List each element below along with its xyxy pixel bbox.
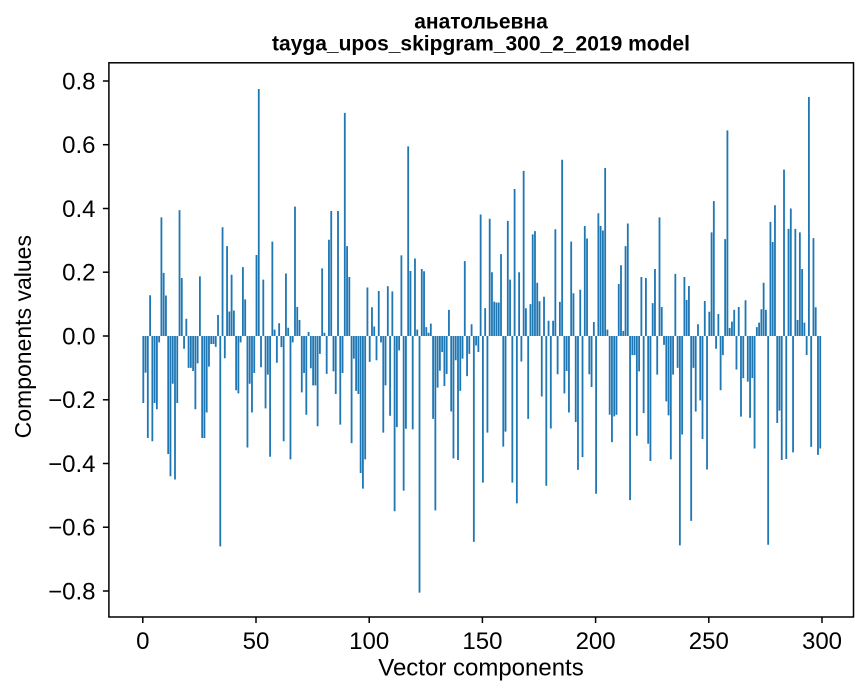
svg-text:Vector components: Vector components (378, 655, 583, 682)
svg-text:tayga_upos_skipgram_300_2_2019: tayga_upos_skipgram_300_2_2019 model (272, 33, 690, 56)
svg-text:0.0: 0.0 (62, 323, 95, 350)
svg-text:−0.2: −0.2 (48, 387, 95, 414)
svg-text:150: 150 (462, 628, 502, 655)
svg-text:250: 250 (689, 628, 729, 655)
svg-text:0.4: 0.4 (62, 196, 95, 223)
svg-text:−0.8: −0.8 (48, 578, 95, 605)
svg-text:0.8: 0.8 (62, 68, 95, 95)
svg-text:0: 0 (136, 628, 149, 655)
svg-text:−0.6: −0.6 (48, 515, 95, 542)
svg-text:Components values: Components values (10, 235, 36, 438)
svg-text:50: 50 (243, 628, 270, 655)
svg-text:0.2: 0.2 (62, 260, 95, 287)
svg-text:анатольевна: анатольевна (414, 11, 548, 34)
svg-text:0.6: 0.6 (62, 132, 95, 159)
svg-text:100: 100 (349, 628, 389, 655)
svg-text:−0.4: −0.4 (48, 451, 95, 478)
svg-text:300: 300 (802, 628, 842, 655)
svg-text:200: 200 (576, 628, 616, 655)
